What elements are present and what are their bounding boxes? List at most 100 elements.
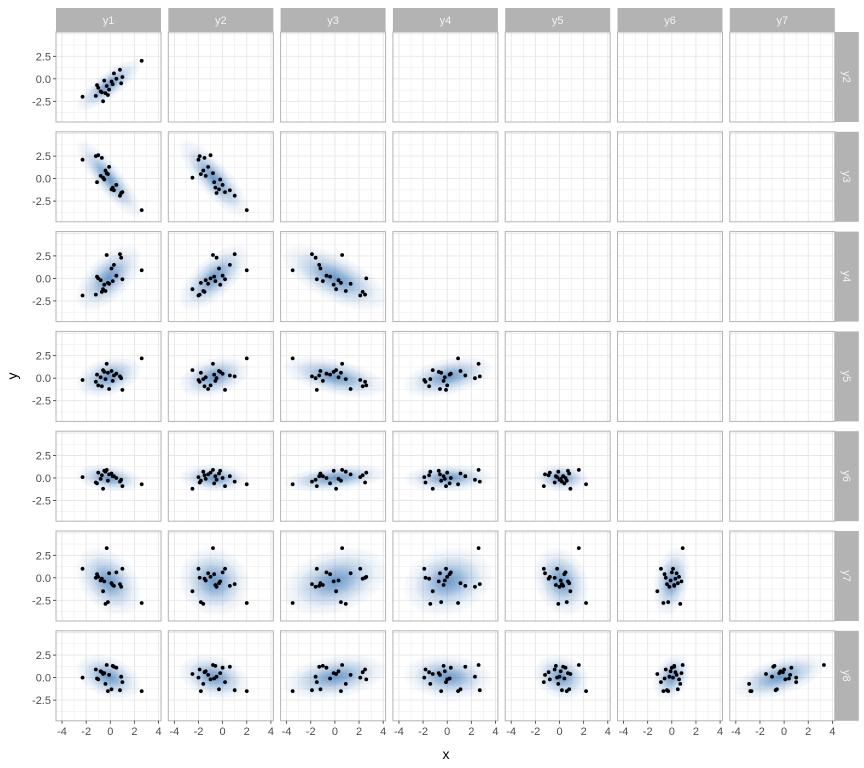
data-point (659, 680, 663, 684)
data-point (95, 180, 99, 185)
data-point (118, 688, 122, 693)
data-point (564, 600, 569, 604)
data-point (105, 600, 110, 604)
data-point (196, 157, 201, 162)
panel-border (55, 630, 162, 722)
data-point (668, 669, 673, 674)
data-point (334, 287, 339, 292)
x-tick-label: 2 (581, 726, 587, 738)
x-tick-label: 4 (605, 726, 611, 738)
data-point (139, 482, 144, 487)
data-point (206, 673, 211, 677)
panel-border (167, 231, 274, 323)
data-point (95, 274, 99, 279)
data-point (430, 368, 435, 372)
data-point (340, 361, 345, 366)
data-point (101, 589, 105, 594)
data-point (794, 680, 799, 684)
data-point (679, 579, 684, 584)
panel-border (392, 530, 499, 622)
data-point (196, 293, 201, 298)
data-point (422, 475, 427, 479)
data-point (119, 674, 124, 679)
data-point (213, 279, 218, 283)
data-point (677, 575, 681, 579)
column-strips: y1 y2 y3 y4 y5 y6 y7 (56, 8, 835, 32)
data-point (477, 688, 482, 693)
data-point (320, 583, 325, 587)
panel-y2-y6 (167, 430, 274, 522)
row-strip-label-y2: y2 (840, 71, 852, 83)
data-point (476, 468, 481, 472)
data-point (139, 356, 144, 361)
data-point (80, 566, 85, 571)
data-point (96, 383, 101, 388)
data-point (568, 589, 573, 594)
data-point (320, 664, 325, 668)
data-point (360, 290, 365, 294)
data-point (428, 469, 433, 474)
panel-y3-y8 (280, 630, 387, 722)
data-point (317, 373, 322, 378)
panel-y6-y3 (617, 131, 723, 223)
density-contour (93, 160, 124, 197)
column-strip-label-y7: y7 (776, 15, 788, 27)
data-point (667, 674, 672, 679)
column-strip-y2 (168, 8, 274, 32)
data-point (663, 667, 668, 672)
panel-y4-y7 (392, 530, 499, 622)
data-point (96, 470, 101, 475)
x-tick-label: 0 (669, 726, 675, 738)
panel-y3-y4 (280, 231, 387, 323)
data-point (364, 470, 369, 475)
panel-y4-y3 (392, 131, 499, 223)
column-strip-label-y3: y3 (327, 15, 339, 27)
data-point (313, 674, 318, 679)
x-tick-label: 2 (693, 726, 699, 738)
data-point (120, 566, 125, 571)
data-point (80, 157, 85, 162)
panel-y7-y5 (729, 330, 836, 422)
data-point (447, 481, 452, 486)
data-point (198, 370, 203, 375)
data-point (213, 474, 218, 479)
data-point (555, 566, 559, 571)
data-point (678, 602, 683, 606)
data-point (227, 188, 232, 193)
data-point (120, 680, 125, 684)
panel-border (504, 231, 611, 323)
data-point (438, 387, 442, 391)
row-strip-label-y3: y3 (840, 171, 852, 183)
data-point (324, 476, 329, 480)
data-point (213, 185, 218, 190)
y-tick-label: -2.5 (32, 396, 51, 408)
data-point (105, 478, 110, 483)
data-point (104, 253, 109, 257)
data-point (119, 191, 124, 195)
data-point (436, 579, 441, 584)
data-point (202, 576, 207, 581)
data-point (438, 673, 442, 677)
data-point (119, 477, 124, 482)
panel-border (167, 630, 274, 722)
panel-border (167, 530, 274, 622)
data-point (120, 277, 125, 282)
data-point (109, 687, 114, 692)
data-point (324, 273, 329, 278)
data-point (314, 680, 319, 684)
data-point (218, 177, 223, 182)
data-point (139, 601, 144, 605)
data-point (358, 675, 363, 680)
data-point (430, 672, 435, 676)
row-strip-label-y6: y6 (840, 470, 852, 482)
data-point (208, 575, 213, 579)
y-tick-label: 0.0 (36, 74, 51, 86)
data-point (557, 477, 562, 482)
data-point (114, 183, 119, 187)
data-point (339, 281, 343, 285)
panel-border (729, 430, 836, 522)
data-point (80, 378, 85, 382)
x-tick-label: -4 (57, 726, 67, 738)
data-point (310, 582, 314, 586)
row-strips: y2 y3 y4 y5 y6 y7 y8 (834, 32, 859, 721)
